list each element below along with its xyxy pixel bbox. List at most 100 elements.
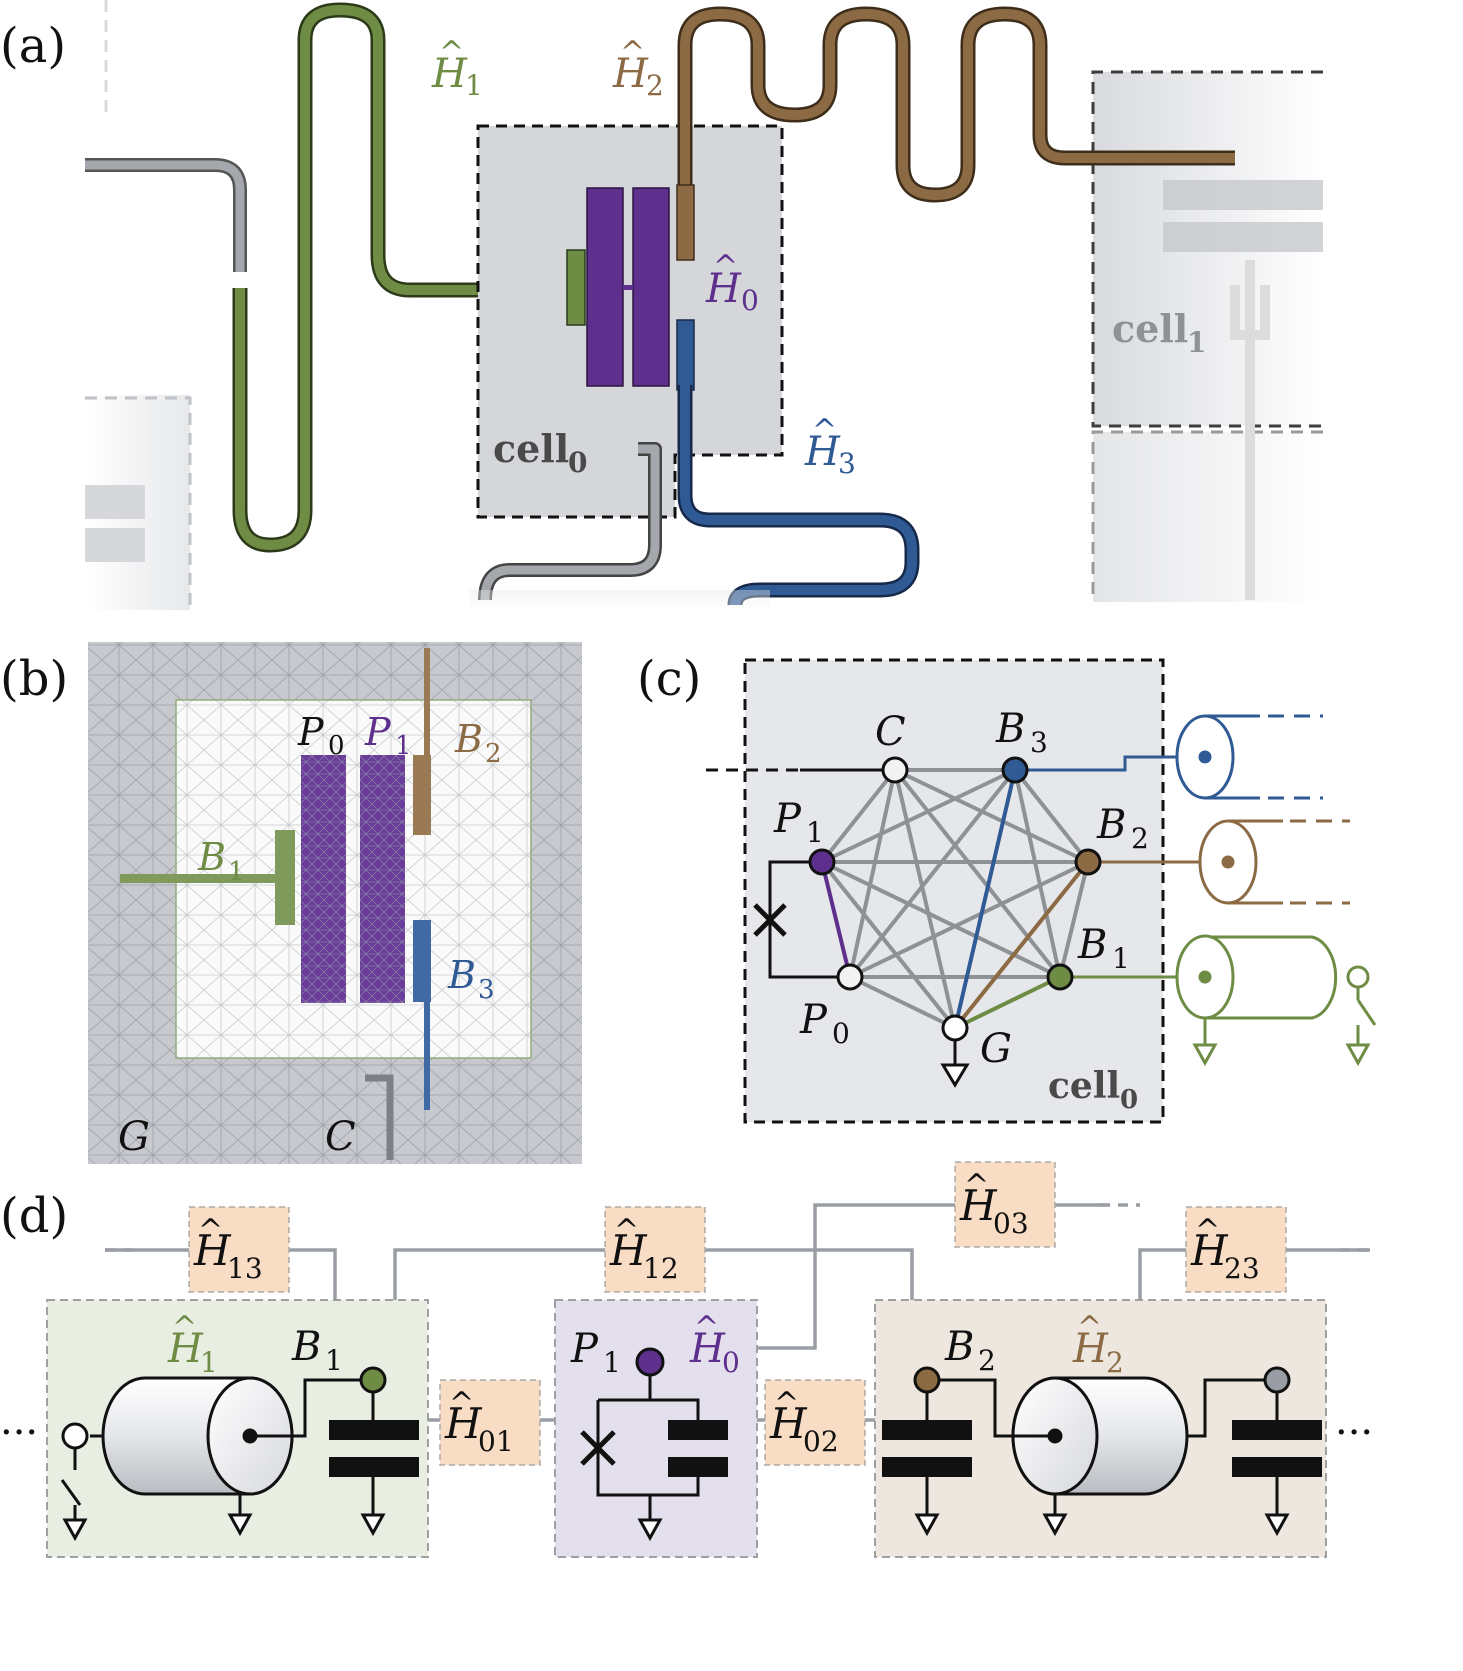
label-b-B2: B 2 (454, 717, 502, 769)
svg-text:01: 01 (478, 1425, 514, 1458)
label-d-H2: ^ H 2 (1072, 1310, 1124, 1379)
graph-node-C (881, 756, 909, 784)
graph-node-P1 (808, 848, 836, 876)
svg-text:1: 1 (228, 857, 245, 887)
box-H23 (1185, 1206, 1287, 1293)
coupler-pad-B1 (566, 249, 586, 326)
capacitor-d-B2 (882, 1366, 972, 1537)
svg-text:H: H (609, 1226, 648, 1275)
ellipsis-left: ··· (0, 1410, 38, 1456)
svg-text:1: 1 (465, 69, 483, 102)
svg-text:^: ^ (964, 1168, 989, 1203)
mesh-C-line (365, 1074, 394, 1160)
graph-node-B3 (1001, 756, 1029, 784)
label-b-G: G (118, 1114, 150, 1160)
svg-text:3: 3 (478, 975, 495, 1005)
graph-ground-icon (940, 1063, 970, 1088)
svg-text:H: H (769, 1399, 808, 1448)
panel-label-c: (c) (637, 651, 701, 707)
mesh-B2-pad (413, 755, 431, 835)
panel-label-d: (d) (0, 1188, 68, 1244)
svg-text:^: ^ (1077, 1310, 1102, 1345)
label-b-P0: P 0 (297, 710, 345, 761)
svg-text:0: 0 (1120, 1085, 1138, 1115)
qubit-pad-P1 (632, 187, 670, 387)
graph-edge-G-B2 (953, 860, 1090, 1030)
graph-node-B2 (1074, 848, 1102, 876)
panel-label-a: (a) (0, 18, 66, 74)
resonator-H1 (232, 2, 575, 553)
label-b-B1: B 1 (197, 835, 245, 887)
svg-text:H: H (167, 1326, 204, 1372)
svg-text:cell: cell (493, 426, 569, 471)
mesh-B1-pad (275, 830, 295, 925)
label-d-P1: P 1 (570, 1326, 621, 1379)
svg-text:P: P (799, 997, 828, 1043)
svg-text:P: P (570, 1326, 599, 1372)
svg-text:1: 1 (1187, 326, 1206, 359)
svg-text:B: B (447, 953, 476, 997)
label-a-cell1: cell 1 (1112, 306, 1206, 359)
svg-text:2: 2 (978, 1344, 996, 1377)
svg-text:P: P (297, 710, 325, 754)
svg-text:1: 1 (806, 816, 824, 849)
svg-text:2: 2 (1106, 1346, 1124, 1379)
svg-text:cell: cell (1048, 1065, 1120, 1107)
svg-text:1: 1 (325, 1344, 343, 1377)
svg-text:^: ^ (1195, 1213, 1220, 1248)
mesh-B3-pad (413, 920, 431, 1002)
svg-text:23: 23 (1224, 1252, 1260, 1285)
mesh-B1-line (120, 874, 280, 883)
label-a-H2: H ^ 2 (612, 35, 664, 102)
resonator-cylinder-d1 (90, 1376, 362, 1537)
svg-text:B: B (291, 1324, 321, 1370)
graph-node-P0 (836, 963, 864, 991)
svg-text:2: 2 (485, 739, 502, 769)
label-a-H1: H ^ 1 (431, 35, 483, 102)
svg-text:1: 1 (1112, 942, 1130, 975)
label-a-H0: H ^ 0 (705, 249, 759, 317)
svg-text:H: H (431, 51, 468, 97)
svg-text:B: B (197, 835, 226, 879)
resonator-cylinder-B3 (1175, 714, 1323, 800)
junction-icon-d (580, 1430, 616, 1466)
resonator-H2 (676, 6, 1235, 261)
label-c-P0: P 0 (799, 997, 850, 1050)
ellipsis-right: ··· (1335, 1410, 1373, 1456)
resonator-cylinder-d2 (939, 1376, 1265, 1537)
label-d-B2: B 2 (944, 1324, 996, 1377)
svg-text:02: 02 (803, 1425, 839, 1458)
svg-text:B: B (1077, 922, 1107, 968)
label-d-B1: B 1 (291, 1324, 343, 1377)
svg-text:H: H (193, 1226, 232, 1275)
svg-text:3: 3 (838, 447, 856, 480)
svg-text:03: 03 (993, 1207, 1029, 1240)
box-H01 (439, 1379, 541, 1466)
resonator-cylinder-B2 (1198, 819, 1350, 905)
svg-text:13: 13 (227, 1252, 263, 1285)
gray-feedline-top (85, 158, 247, 272)
qubit-pad-P0 (586, 187, 624, 387)
svg-text:0: 0 (741, 284, 759, 317)
capacitor-d-qubit (668, 1420, 728, 1477)
svg-text:^: ^ (449, 1386, 474, 1421)
svg-text:B: B (995, 706, 1025, 752)
switch-to-ground-d1 (60, 1422, 89, 1542)
svg-text:2: 2 (646, 69, 664, 102)
graph-link-B3 (1015, 755, 1205, 772)
svg-text:0: 0 (328, 731, 345, 761)
label-c-cell0: cell 0 (1048, 1065, 1138, 1115)
svg-text:1: 1 (200, 1346, 218, 1379)
svg-text:H: H (612, 51, 649, 97)
label-a-cell0: cell 0 (493, 426, 587, 479)
box-H12 (604, 1206, 706, 1293)
graph-edge-G-B3 (953, 769, 1017, 1029)
box-H13 (188, 1206, 290, 1293)
svg-text:0: 0 (568, 446, 587, 479)
label-a-H3: H ^ 3 (804, 413, 856, 480)
label-c-B2: B 2 (1096, 802, 1149, 855)
panel-d: (d) ^ H 13 (0, 1161, 1375, 1558)
cell0-box (476, 124, 784, 519)
graph-edges (820, 768, 1090, 1030)
svg-text:H: H (1190, 1226, 1229, 1275)
